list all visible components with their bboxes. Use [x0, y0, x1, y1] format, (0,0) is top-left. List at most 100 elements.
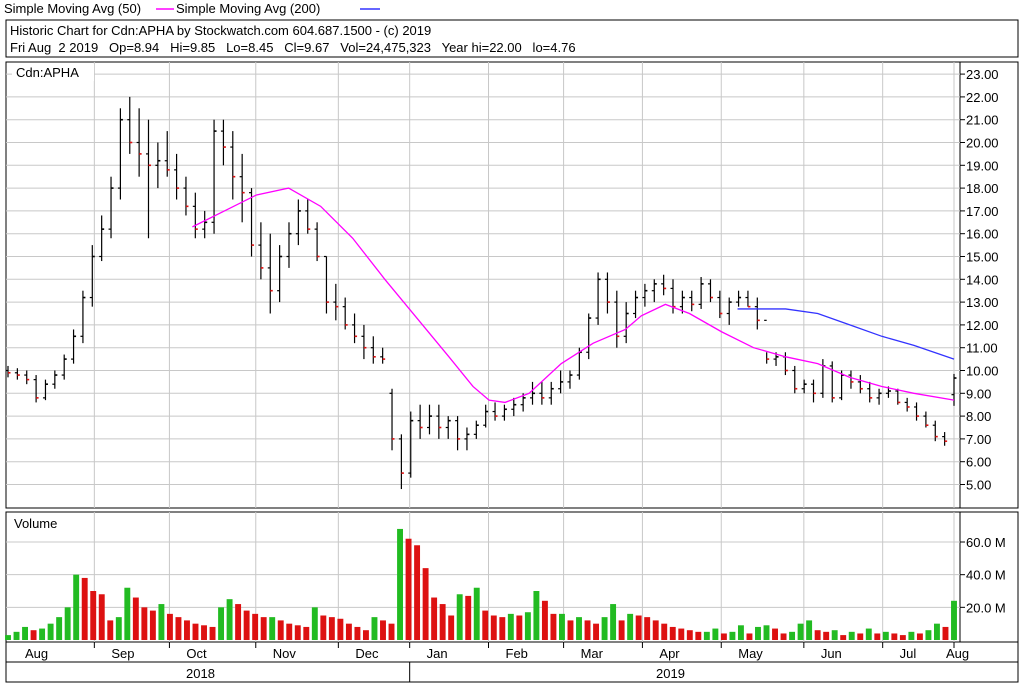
volume-bar — [184, 620, 190, 640]
price-axis-box — [959, 61, 1019, 509]
year-label: 2018 — [186, 666, 215, 681]
y-tick-label: 16.00 — [966, 227, 999, 242]
volume-bar — [925, 630, 932, 640]
volume-bar — [729, 631, 736, 640]
volume-bar — [388, 623, 395, 640]
volume-bar — [294, 625, 301, 640]
volume-bar — [166, 613, 173, 640]
volume-bars — [5, 528, 957, 640]
volume-bar — [175, 617, 182, 640]
volume-bar — [201, 625, 207, 640]
volume-bar — [465, 595, 472, 640]
x-tick-label: Mar — [581, 646, 604, 661]
volume-bar — [337, 618, 344, 640]
x-tick-label: Jun — [821, 646, 842, 661]
volume-bar — [448, 615, 455, 640]
moving-average-line — [737, 308, 955, 360]
volume-bar — [499, 617, 506, 640]
volume-bar — [644, 617, 651, 640]
y-tick-label: 7.00 — [966, 432, 991, 447]
y-tick-label: 15.00 — [966, 250, 999, 265]
volume-bar — [703, 631, 710, 640]
volume-bar — [345, 623, 352, 640]
volume-bar — [218, 607, 225, 640]
volume-bar — [916, 633, 923, 640]
year-label: 2019 — [656, 666, 685, 681]
volume-axis-box — [959, 511, 1019, 643]
year-axis-box — [5, 661, 1019, 683]
volume-bar — [39, 628, 46, 640]
volume-bar — [755, 626, 761, 640]
volume-axis-ticks: 60.0 M 40.0 M 20.0 M — [960, 535, 1006, 615]
volume-bar — [422, 568, 429, 640]
volume-bar — [507, 613, 514, 640]
volume-bar — [942, 626, 949, 640]
chart-legend: Simple Moving Avg (50) Simple Moving Avg… — [4, 1, 380, 16]
volume-bar — [669, 626, 676, 640]
y-tick-label: 14.00 — [966, 272, 999, 287]
y-tick-label: 12.00 — [966, 318, 999, 333]
volume-bar — [780, 633, 787, 640]
y-tick-label: 18.00 — [966, 181, 999, 196]
volume-bar — [567, 620, 574, 640]
volume-bar — [797, 623, 804, 640]
vol-tick-label: 20.0 M — [966, 600, 1006, 615]
volume-bar — [831, 630, 838, 640]
x-tick-label: Nov — [273, 646, 297, 661]
chart-grid — [6, 62, 960, 642]
volume-bar — [286, 623, 293, 640]
volume-bar — [933, 623, 940, 640]
volume-bar — [951, 600, 957, 640]
price-bars — [5, 96, 957, 490]
volume-bar — [814, 630, 821, 640]
x-tick-label: Jul — [900, 646, 917, 661]
volume-bar — [30, 630, 37, 640]
volume-bar — [848, 631, 855, 640]
volume-bar — [882, 631, 889, 640]
volume-bar — [81, 577, 88, 640]
volume-bar — [141, 607, 148, 640]
chart-header-line1: Historic Chart for Cdn:APHA by Stockwatc… — [10, 23, 431, 38]
volume-bar — [192, 623, 199, 640]
volume-bar — [712, 628, 719, 640]
volume-bar — [695, 631, 702, 640]
year-axis-ticks: 2018 2019 — [186, 662, 685, 682]
volume-bar — [899, 635, 906, 640]
volume-bar — [362, 630, 369, 640]
volume-bar — [737, 625, 744, 640]
volume-bar — [627, 613, 634, 640]
volume-bar — [857, 633, 864, 640]
volume-bar — [226, 599, 233, 640]
volume-label: Volume — [14, 516, 57, 531]
y-tick-label: 5.00 — [966, 478, 991, 493]
volume-bar — [490, 615, 497, 640]
legend-label-sma50: Simple Moving Avg (50) — [4, 1, 141, 16]
volume-bar — [252, 613, 259, 640]
volume-bar — [720, 633, 727, 640]
price-panel — [5, 61, 961, 509]
volume-bar — [405, 538, 412, 640]
volume-bar — [789, 631, 796, 640]
volume-bar — [107, 620, 114, 640]
symbol-label: Cdn:APHA — [16, 65, 79, 80]
moving-average-lines — [192, 187, 955, 404]
volume-bar — [277, 620, 284, 640]
volume-bar — [661, 623, 668, 640]
volume-bar — [865, 628, 872, 640]
price-axis-ticks: 23.00 22.00 21.00 20.00 19.00 18.00 17.00 16.00… — [960, 67, 999, 493]
x-tick-label: Jan — [427, 646, 448, 661]
volume-bar — [610, 604, 617, 640]
volume-bar — [397, 528, 403, 640]
x-tick-label: Apr — [659, 646, 680, 661]
y-tick-label: 19.00 — [966, 158, 999, 173]
volume-bar — [380, 620, 386, 640]
volume-bar — [235, 604, 242, 640]
volume-bar — [328, 617, 335, 640]
volume-bar — [209, 626, 216, 640]
volume-bar — [908, 631, 915, 640]
header-box — [5, 19, 1019, 58]
volume-label-bg — [12, 514, 72, 531]
month-axis-ticks: Aug Sep Oct Nov Dec Jan Feb Mar Apr May Jun Jul Aug — [25, 642, 969, 661]
legend-label-sma200: Simple Moving Avg (200) — [176, 1, 320, 16]
